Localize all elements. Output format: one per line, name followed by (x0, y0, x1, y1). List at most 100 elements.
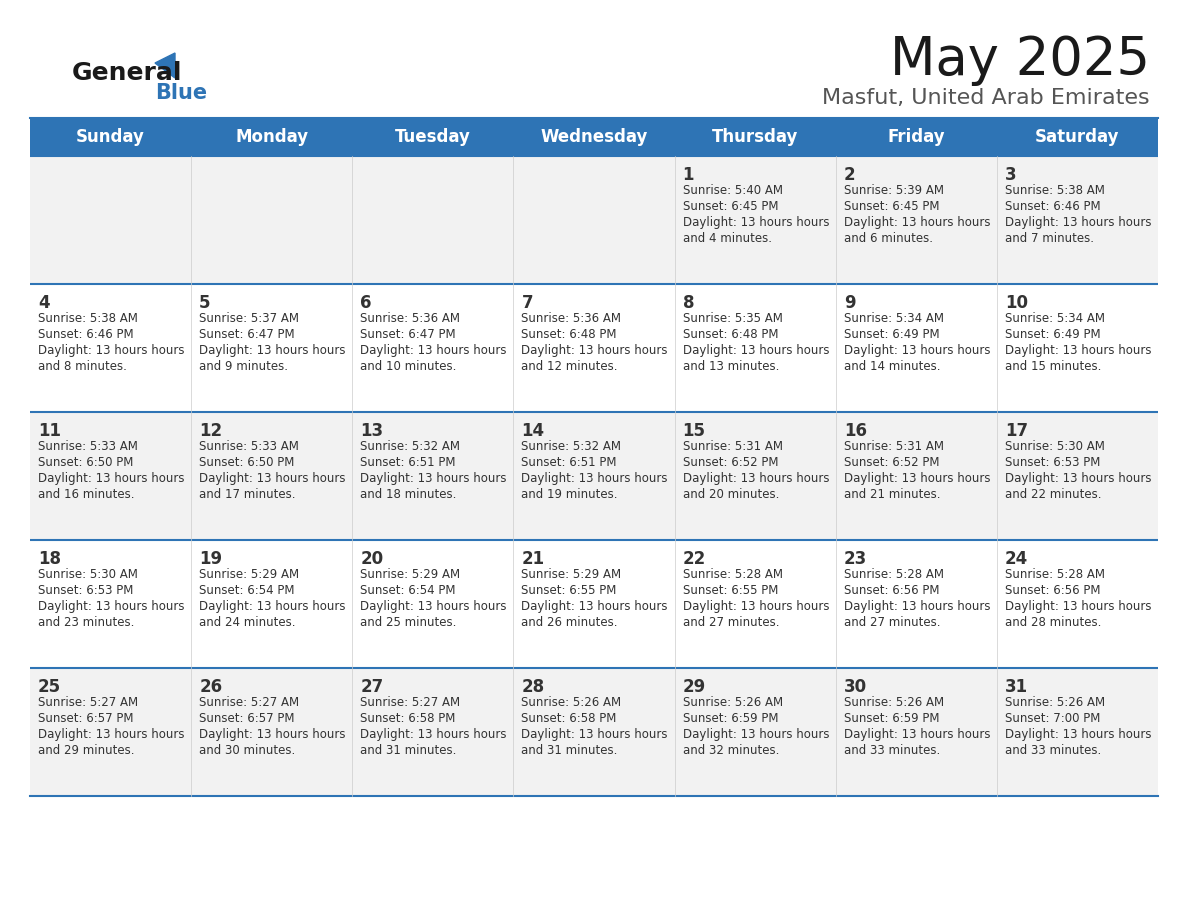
Text: Daylight: 13 hours hours: Daylight: 13 hours hours (1005, 472, 1151, 485)
Text: and 22 minutes.: and 22 minutes. (1005, 488, 1101, 501)
Text: Daylight: 13 hours hours: Daylight: 13 hours hours (683, 600, 829, 613)
Text: Daylight: 13 hours hours: Daylight: 13 hours hours (683, 344, 829, 357)
Text: Sunrise: 5:30 AM: Sunrise: 5:30 AM (38, 568, 138, 581)
Text: Sunset: 6:59 PM: Sunset: 6:59 PM (683, 712, 778, 725)
Text: and 32 minutes.: and 32 minutes. (683, 744, 779, 757)
Text: Sunset: 6:58 PM: Sunset: 6:58 PM (360, 712, 456, 725)
Text: Sunset: 6:52 PM: Sunset: 6:52 PM (683, 456, 778, 469)
Text: and 27 minutes.: and 27 minutes. (843, 616, 940, 629)
Text: and 27 minutes.: and 27 minutes. (683, 616, 779, 629)
Text: Sunrise: 5:28 AM: Sunrise: 5:28 AM (843, 568, 943, 581)
Text: Sunrise: 5:40 AM: Sunrise: 5:40 AM (683, 184, 783, 197)
Text: and 25 minutes.: and 25 minutes. (360, 616, 456, 629)
Text: Tuesday: Tuesday (394, 128, 470, 146)
Text: Sunrise: 5:27 AM: Sunrise: 5:27 AM (200, 696, 299, 709)
Text: Sunday: Sunday (76, 128, 145, 146)
Text: Sunset: 6:54 PM: Sunset: 6:54 PM (360, 584, 456, 597)
Text: Masfut, United Arab Emirates: Masfut, United Arab Emirates (822, 88, 1150, 108)
Text: General: General (72, 61, 183, 85)
Text: Sunset: 6:53 PM: Sunset: 6:53 PM (38, 584, 133, 597)
Text: Sunset: 6:48 PM: Sunset: 6:48 PM (522, 328, 617, 341)
Text: Sunset: 6:46 PM: Sunset: 6:46 PM (38, 328, 133, 341)
Text: Sunset: 6:56 PM: Sunset: 6:56 PM (843, 584, 940, 597)
Text: Sunset: 6:45 PM: Sunset: 6:45 PM (683, 200, 778, 213)
Text: Sunrise: 5:28 AM: Sunrise: 5:28 AM (683, 568, 783, 581)
Text: Sunrise: 5:35 AM: Sunrise: 5:35 AM (683, 312, 783, 325)
Text: 15: 15 (683, 422, 706, 440)
Text: Thursday: Thursday (712, 128, 798, 146)
Text: Friday: Friday (887, 128, 946, 146)
Text: Sunset: 6:47 PM: Sunset: 6:47 PM (200, 328, 295, 341)
Text: Sunrise: 5:36 AM: Sunrise: 5:36 AM (360, 312, 460, 325)
Text: and 24 minutes.: and 24 minutes. (200, 616, 296, 629)
Text: Sunset: 6:58 PM: Sunset: 6:58 PM (522, 712, 617, 725)
Text: Daylight: 13 hours hours: Daylight: 13 hours hours (522, 600, 668, 613)
Text: Sunrise: 5:26 AM: Sunrise: 5:26 AM (683, 696, 783, 709)
Text: 28: 28 (522, 678, 544, 696)
Text: Sunrise: 5:32 AM: Sunrise: 5:32 AM (360, 440, 460, 453)
Text: Sunset: 6:54 PM: Sunset: 6:54 PM (200, 584, 295, 597)
Text: 1: 1 (683, 166, 694, 184)
Text: Sunset: 6:59 PM: Sunset: 6:59 PM (843, 712, 940, 725)
Text: Sunrise: 5:29 AM: Sunrise: 5:29 AM (200, 568, 299, 581)
Text: Saturday: Saturday (1035, 128, 1119, 146)
Text: 23: 23 (843, 550, 867, 568)
Text: and 9 minutes.: and 9 minutes. (200, 360, 289, 373)
Text: 13: 13 (360, 422, 384, 440)
Text: and 28 minutes.: and 28 minutes. (1005, 616, 1101, 629)
Text: and 33 minutes.: and 33 minutes. (1005, 744, 1101, 757)
Text: 8: 8 (683, 294, 694, 312)
Text: Daylight: 13 hours hours: Daylight: 13 hours hours (38, 600, 184, 613)
Text: 30: 30 (843, 678, 867, 696)
Text: and 18 minutes.: and 18 minutes. (360, 488, 456, 501)
Text: Sunrise: 5:33 AM: Sunrise: 5:33 AM (200, 440, 299, 453)
Text: Daylight: 13 hours hours: Daylight: 13 hours hours (200, 472, 346, 485)
Text: 9: 9 (843, 294, 855, 312)
Text: Daylight: 13 hours hours: Daylight: 13 hours hours (200, 344, 346, 357)
Text: 14: 14 (522, 422, 544, 440)
Text: Sunset: 6:55 PM: Sunset: 6:55 PM (683, 584, 778, 597)
Text: 4: 4 (38, 294, 50, 312)
Text: Daylight: 13 hours hours: Daylight: 13 hours hours (522, 344, 668, 357)
Text: Sunrise: 5:38 AM: Sunrise: 5:38 AM (1005, 184, 1105, 197)
Text: Sunset: 6:51 PM: Sunset: 6:51 PM (522, 456, 617, 469)
Text: Sunset: 6:47 PM: Sunset: 6:47 PM (360, 328, 456, 341)
Text: Sunset: 6:46 PM: Sunset: 6:46 PM (1005, 200, 1100, 213)
Text: 18: 18 (38, 550, 61, 568)
Text: Daylight: 13 hours hours: Daylight: 13 hours hours (522, 472, 668, 485)
Text: and 17 minutes.: and 17 minutes. (200, 488, 296, 501)
Text: Sunrise: 5:32 AM: Sunrise: 5:32 AM (522, 440, 621, 453)
Text: 5: 5 (200, 294, 210, 312)
Text: and 16 minutes.: and 16 minutes. (38, 488, 134, 501)
Text: 29: 29 (683, 678, 706, 696)
Text: and 12 minutes.: and 12 minutes. (522, 360, 618, 373)
Text: Sunrise: 5:29 AM: Sunrise: 5:29 AM (360, 568, 461, 581)
Text: Sunrise: 5:29 AM: Sunrise: 5:29 AM (522, 568, 621, 581)
Text: Sunrise: 5:26 AM: Sunrise: 5:26 AM (843, 696, 943, 709)
Text: Sunrise: 5:37 AM: Sunrise: 5:37 AM (200, 312, 299, 325)
Text: Sunrise: 5:27 AM: Sunrise: 5:27 AM (360, 696, 461, 709)
Text: Daylight: 13 hours hours: Daylight: 13 hours hours (38, 472, 184, 485)
Text: Sunrise: 5:28 AM: Sunrise: 5:28 AM (1005, 568, 1105, 581)
Text: Daylight: 13 hours hours: Daylight: 13 hours hours (683, 728, 829, 741)
Text: and 7 minutes.: and 7 minutes. (1005, 232, 1094, 245)
Text: Wednesday: Wednesday (541, 128, 647, 146)
Text: Daylight: 13 hours hours: Daylight: 13 hours hours (38, 344, 184, 357)
Text: Daylight: 13 hours hours: Daylight: 13 hours hours (843, 216, 991, 229)
Text: and 15 minutes.: and 15 minutes. (1005, 360, 1101, 373)
Text: Daylight: 13 hours hours: Daylight: 13 hours hours (522, 728, 668, 741)
Text: 11: 11 (38, 422, 61, 440)
Text: and 21 minutes.: and 21 minutes. (843, 488, 940, 501)
Text: and 26 minutes.: and 26 minutes. (522, 616, 618, 629)
Text: Daylight: 13 hours hours: Daylight: 13 hours hours (843, 344, 991, 357)
Text: and 14 minutes.: and 14 minutes. (843, 360, 940, 373)
FancyBboxPatch shape (30, 412, 1158, 540)
Text: 26: 26 (200, 678, 222, 696)
Text: Daylight: 13 hours hours: Daylight: 13 hours hours (1005, 216, 1151, 229)
Text: 19: 19 (200, 550, 222, 568)
Text: Sunset: 6:49 PM: Sunset: 6:49 PM (843, 328, 940, 341)
Text: Sunset: 6:55 PM: Sunset: 6:55 PM (522, 584, 617, 597)
FancyBboxPatch shape (30, 284, 1158, 412)
Text: 6: 6 (360, 294, 372, 312)
Text: Sunset: 6:57 PM: Sunset: 6:57 PM (38, 712, 133, 725)
